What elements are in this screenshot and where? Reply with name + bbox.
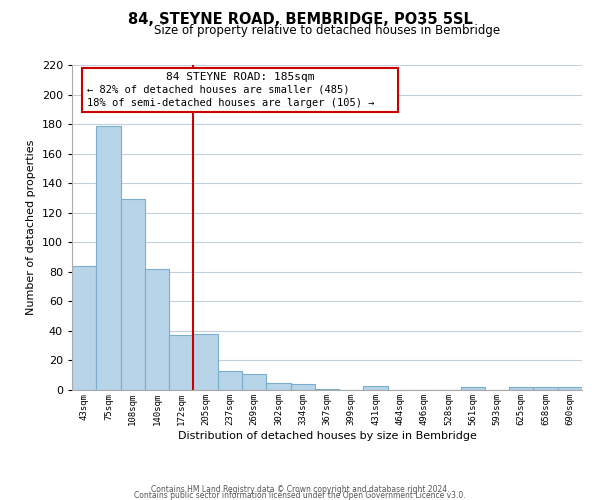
- Text: Contains public sector information licensed under the Open Government Licence v3: Contains public sector information licen…: [134, 491, 466, 500]
- Text: 84, STEYNE ROAD, BEMBRIDGE, PO35 5SL: 84, STEYNE ROAD, BEMBRIDGE, PO35 5SL: [128, 12, 472, 28]
- Bar: [193, 334, 218, 390]
- Bar: [533, 387, 558, 390]
- Text: ← 82% of detached houses are smaller (485): ← 82% of detached houses are smaller (48…: [88, 84, 350, 94]
- Bar: [242, 374, 266, 390]
- Bar: [364, 386, 388, 390]
- Bar: [169, 336, 193, 390]
- Bar: [558, 387, 582, 390]
- X-axis label: Distribution of detached houses by size in Bembridge: Distribution of detached houses by size …: [178, 430, 476, 440]
- Bar: [461, 387, 485, 390]
- Bar: [96, 126, 121, 390]
- Title: Size of property relative to detached houses in Bembridge: Size of property relative to detached ho…: [154, 24, 500, 38]
- Text: 84 STEYNE ROAD: 185sqm: 84 STEYNE ROAD: 185sqm: [166, 72, 314, 82]
- Bar: [315, 388, 339, 390]
- FancyBboxPatch shape: [82, 68, 398, 112]
- Bar: [145, 269, 169, 390]
- Text: 18% of semi-detached houses are larger (105) →: 18% of semi-detached houses are larger (…: [88, 98, 375, 108]
- Bar: [509, 387, 533, 390]
- Bar: [121, 200, 145, 390]
- Bar: [72, 266, 96, 390]
- Bar: [266, 382, 290, 390]
- Text: Contains HM Land Registry data © Crown copyright and database right 2024.: Contains HM Land Registry data © Crown c…: [151, 485, 449, 494]
- Bar: [290, 384, 315, 390]
- Y-axis label: Number of detached properties: Number of detached properties: [26, 140, 36, 315]
- Bar: [218, 371, 242, 390]
